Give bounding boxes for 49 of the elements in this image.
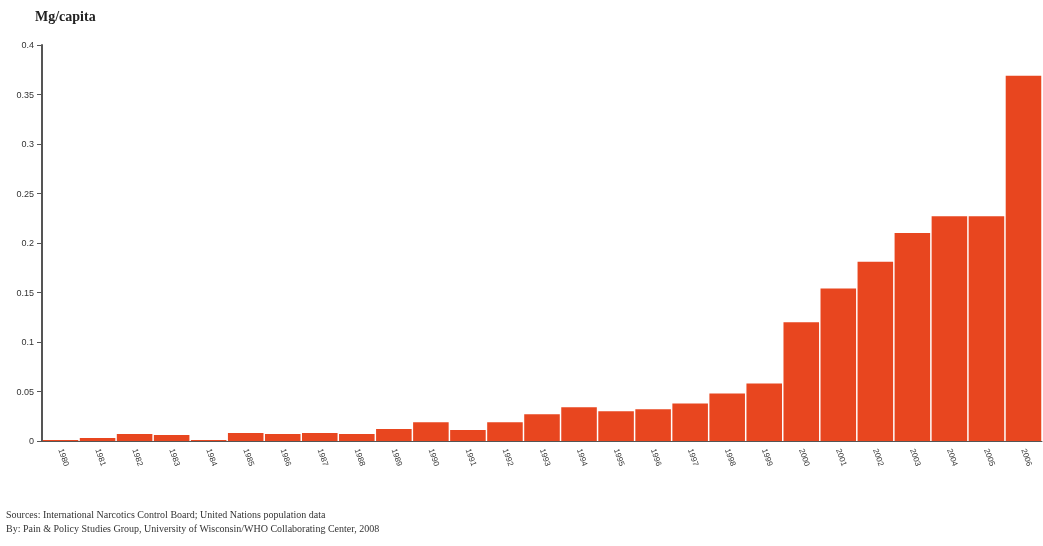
- x-tick-label: 1980: [56, 447, 72, 468]
- x-tick-label: 2000: [797, 447, 812, 468]
- x-tick-label: 1991: [463, 447, 479, 468]
- bar: [153, 435, 190, 441]
- y-tick-label: 0.1: [21, 337, 34, 347]
- bar: [227, 433, 264, 441]
- x-tick-label: 1993: [537, 447, 553, 468]
- x-tick-label: 1997: [685, 447, 701, 468]
- x-tick-label: 1995: [611, 447, 627, 468]
- source-note: Sources: International Narcotics Control Board; United Nations population data: [6, 508, 327, 522]
- x-tick-label: 2002: [871, 447, 886, 468]
- bar: [79, 438, 116, 441]
- y-tick-label: 0.3: [21, 139, 34, 149]
- x-tick-label: 1983: [167, 447, 183, 468]
- bar: [894, 233, 931, 441]
- bar: [968, 216, 1005, 441]
- y-axis-title: Mg/capita: [35, 8, 96, 24]
- x-tick-label: 1981: [93, 447, 109, 468]
- bar: [1005, 75, 1042, 441]
- x-tick-label: 1986: [278, 447, 294, 468]
- bar: [116, 434, 153, 441]
- y-tick-label: 0: [28, 436, 34, 446]
- x-tick-label: 1996: [648, 447, 664, 468]
- text: By: Pain & Policy Studies Group, University of Wisconsin/WHO Collaborating Center, 2008: [6, 522, 380, 536]
- y-tick-label: 0.2: [21, 238, 34, 248]
- bar: [857, 261, 894, 441]
- bar: [931, 216, 968, 441]
- x-tick-label: 2006: [1019, 447, 1034, 468]
- y-tick-label: 0.4: [21, 40, 34, 50]
- y-tick-label: 0.15: [16, 287, 34, 298]
- x-tick-label: 1982: [130, 447, 146, 468]
- x-tick-label: 1984: [204, 447, 220, 468]
- x-tick-label: 1994: [574, 447, 590, 468]
- x-tick-label: 1990: [426, 447, 442, 468]
- x-tick-label: 1999: [759, 447, 775, 468]
- x-tick-label: 2001: [834, 447, 849, 468]
- x-tick-label: 2004: [945, 447, 960, 468]
- bar: [820, 288, 857, 441]
- x-tick-label: 1985: [241, 447, 257, 468]
- y-tick-label: 0.05: [16, 386, 34, 397]
- x-tick-label: 1987: [315, 447, 331, 468]
- x-tick-label: 2005: [982, 447, 997, 468]
- x-tick-label: 1989: [389, 447, 405, 468]
- x-tick-label: 1988: [352, 447, 368, 468]
- x-tick-label: 1998: [722, 447, 738, 468]
- x-tick-label: 1992: [500, 447, 516, 468]
- y-tick-label: 0.25: [16, 188, 34, 199]
- y-tick-label: 0.35: [16, 89, 34, 100]
- x-tick-label: 2003: [908, 447, 923, 468]
